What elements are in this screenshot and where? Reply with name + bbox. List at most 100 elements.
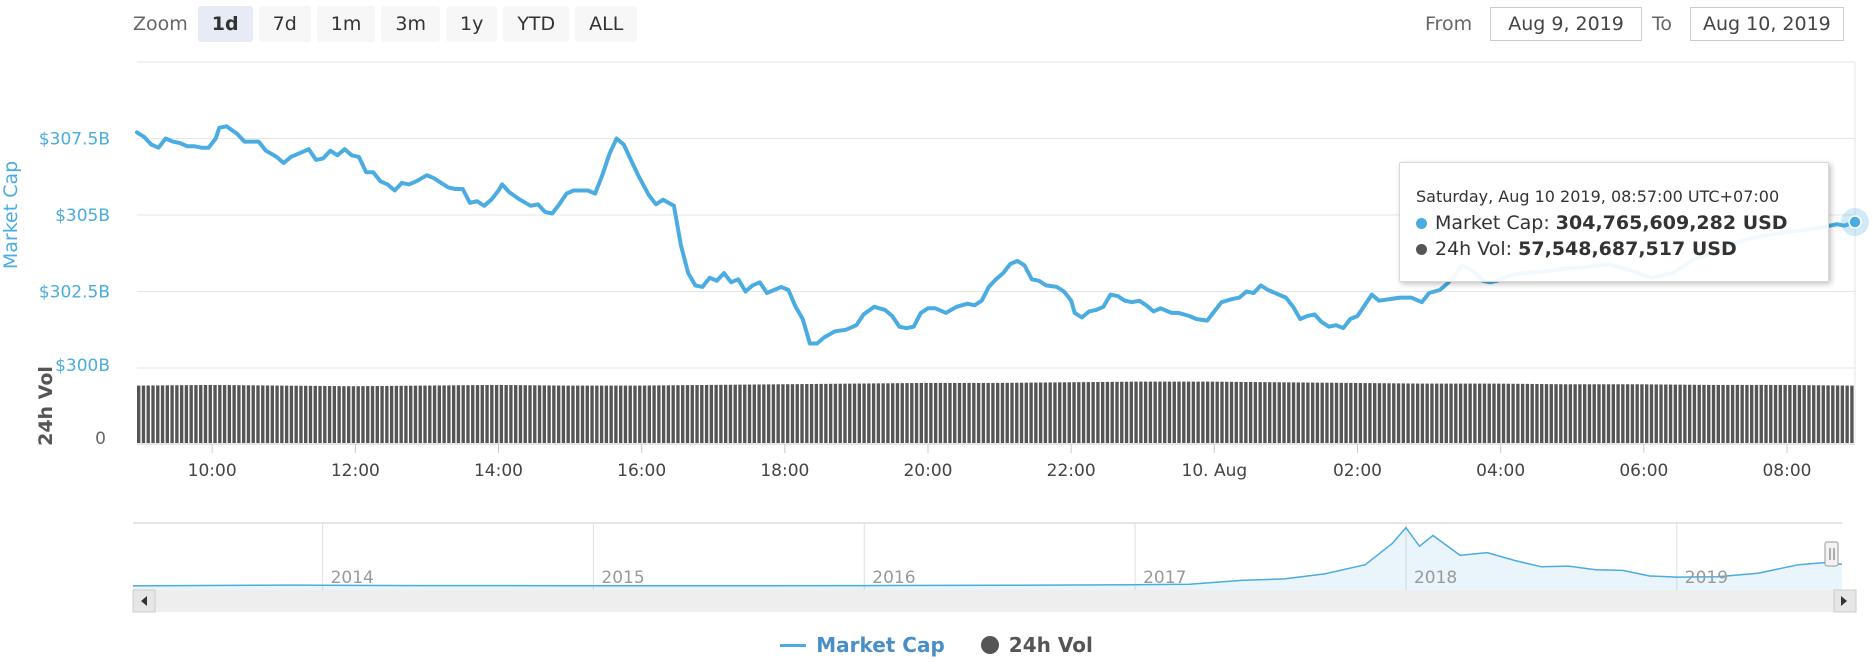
volume-bar	[1353, 382, 1358, 443]
volume-bar	[194, 385, 198, 443]
volume-bar	[1000, 382, 1005, 443]
volume-bar	[1430, 383, 1434, 443]
market-cap-line	[135, 124, 1857, 346]
volume-bar	[1205, 381, 1210, 443]
y-tick-label: $300B	[55, 356, 110, 376]
volume-bar	[1253, 382, 1258, 443]
volume-bar	[1105, 381, 1110, 443]
zoom-button-1d[interactable]: 1d	[197, 6, 253, 42]
volume-bar	[1396, 383, 1401, 443]
to-date-input[interactable]: Aug 10, 2019	[1690, 7, 1844, 41]
volume-bar	[1487, 383, 1491, 443]
volume-bar	[910, 383, 914, 443]
volume-bar	[1263, 382, 1267, 443]
zoom-button-all[interactable]: ALL	[575, 6, 638, 42]
zoom-button-1m[interactable]: 1m	[316, 6, 376, 42]
volume-bar	[1454, 383, 1458, 443]
volume-bar	[676, 385, 680, 443]
volume-bar	[1530, 383, 1534, 443]
navigator-handle[interactable]	[1824, 541, 1839, 567]
volume-bar	[1477, 383, 1482, 443]
volume-bar	[1611, 384, 1615, 443]
volume-bar	[361, 386, 365, 443]
tooltip-market-cap-label: Market Cap:	[1435, 212, 1550, 234]
volume-bar	[151, 385, 155, 443]
volume-bar	[542, 385, 547, 443]
volume-bar	[494, 384, 499, 443]
volume-bar	[404, 385, 408, 443]
volume-bar	[509, 385, 513, 443]
volume-bar	[179, 385, 184, 443]
line-legend-icon	[780, 643, 807, 647]
chart-legend: Market Cap 24h Vol	[0, 633, 1873, 657]
volume-bar	[1501, 383, 1506, 443]
volume-bar	[1621, 384, 1625, 443]
volume-bar	[1038, 382, 1043, 443]
scrollbar-track[interactable]	[133, 590, 1856, 612]
volume-bar	[704, 384, 709, 443]
volume-bar	[561, 385, 566, 443]
volume-bar	[552, 385, 556, 443]
volume-bar	[1258, 382, 1262, 443]
volume-bar	[165, 385, 169, 443]
volume-bar	[671, 385, 675, 443]
volume-bar	[1244, 381, 1248, 443]
volume-bar	[738, 384, 742, 443]
x-tick-label: 08:00	[1762, 461, 1811, 481]
market-cap-chart[interactable]: $307.5B $305B $302.5B $300B Market Cap 24h Vo…	[0, 0, 1873, 620]
volume-bar	[1272, 382, 1277, 443]
volume-bar	[700, 385, 704, 443]
volume-bar	[690, 385, 694, 443]
volume-bar	[265, 385, 270, 443]
volume-bar	[323, 385, 327, 443]
volume-bar	[604, 385, 609, 443]
zoom-button-7d[interactable]: 7d	[258, 6, 311, 42]
volume-bar	[275, 385, 279, 443]
x-tick-label: 06:00	[1619, 461, 1668, 481]
zoom-button-3m[interactable]: 3m	[381, 6, 440, 42]
volume-bar	[876, 383, 881, 443]
to-label: To	[1652, 13, 1673, 35]
volume-bar	[270, 385, 274, 443]
volume-bar	[642, 385, 647, 443]
volume-bar	[1759, 384, 1763, 443]
legend-volume[interactable]: 24h Vol	[980, 633, 1093, 657]
volume-bar	[938, 382, 943, 443]
volume-bar	[1788, 385, 1792, 443]
volume-bar	[766, 384, 771, 443]
volume-bar	[1649, 384, 1654, 443]
volume-bar	[1306, 382, 1310, 443]
volume-bar	[728, 384, 733, 443]
volume-bar	[1716, 384, 1720, 443]
from-date-input[interactable]: Aug 9, 2019	[1490, 7, 1643, 41]
circle-legend-icon	[980, 636, 999, 654]
volume-bar	[1826, 385, 1830, 443]
volume-bar	[313, 385, 317, 443]
volume-bar	[256, 385, 260, 443]
volume-bar	[833, 383, 838, 443]
zoom-button-1y[interactable]: 1y	[445, 6, 498, 42]
volume-bar	[1172, 381, 1176, 443]
volume-bar	[1387, 383, 1391, 443]
volume-bar	[757, 384, 761, 443]
volume-bar	[1750, 384, 1754, 443]
volume-bar	[614, 385, 618, 443]
volume-bar	[213, 384, 217, 443]
volume-bar	[1554, 384, 1558, 443]
y-tick-label: $307.5B	[39, 130, 110, 150]
volume-bar	[895, 383, 900, 443]
legend-market-cap[interactable]: Market Cap	[780, 633, 945, 657]
volume-bar	[1726, 384, 1730, 443]
zoom-button-ytd[interactable]: YTD	[503, 6, 570, 42]
volume-bar	[1578, 384, 1582, 443]
volume-bar	[1582, 384, 1587, 443]
volume-bar	[1043, 382, 1048, 443]
volume-bar	[1602, 384, 1606, 443]
x-tick-label: 12:00	[331, 461, 380, 481]
volume-bar	[1754, 384, 1759, 443]
x-tick-label: 18:00	[760, 461, 809, 481]
volume-bar	[924, 382, 928, 443]
volume-bar	[1186, 381, 1191, 443]
volume-bar	[1668, 384, 1673, 443]
volume-bar	[1525, 383, 1530, 443]
